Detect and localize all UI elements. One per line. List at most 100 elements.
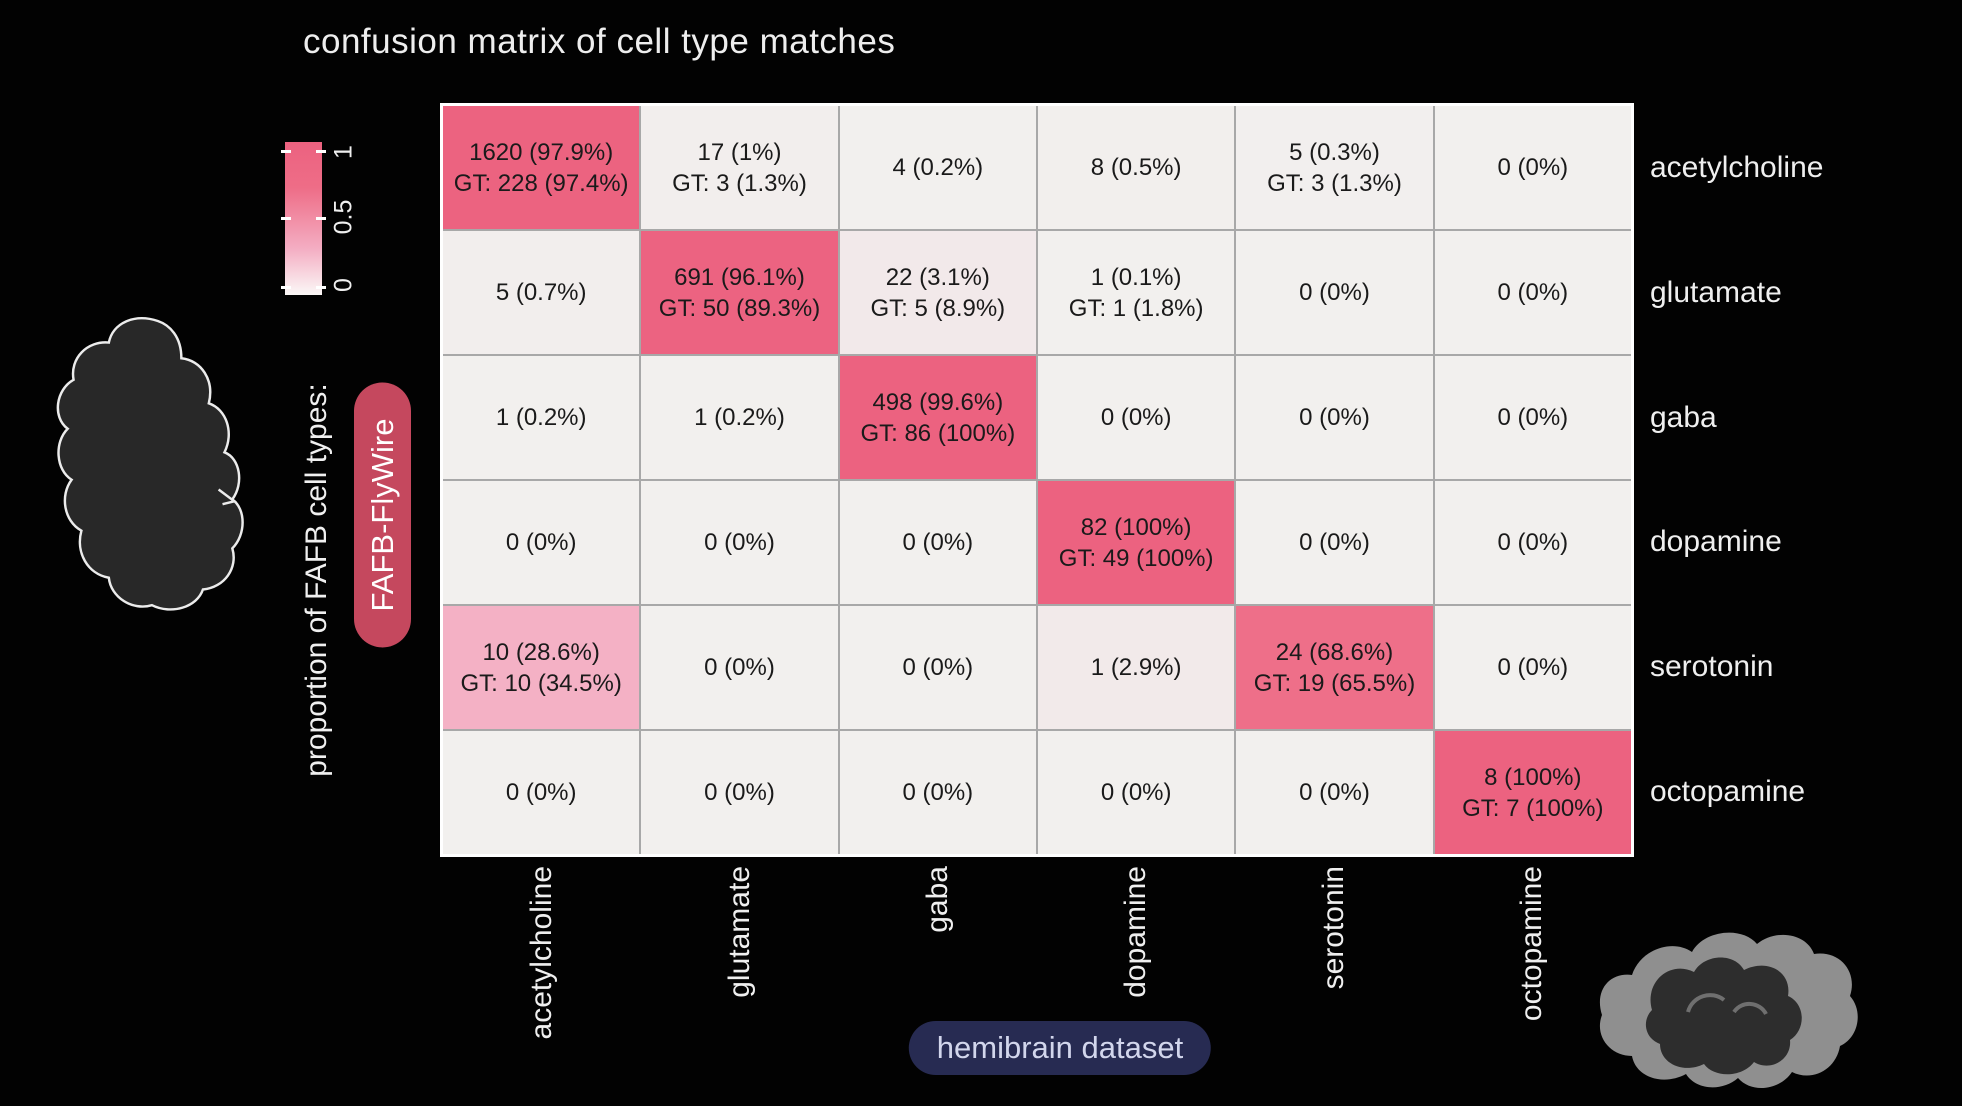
matrix-cell: 0 (0%) xyxy=(1434,606,1631,729)
matrix-cell: 0 (0%) xyxy=(839,606,1036,729)
cell-gt-count: GT: 3 (1.3%) xyxy=(672,169,807,197)
col-label-glutamate: glutamate xyxy=(723,866,756,998)
cell-count: 0 (0%) xyxy=(1100,779,1172,806)
cell-gt-count: GT: 50 (89.3%) xyxy=(658,294,821,322)
colorbar-tick-label-1: 1 xyxy=(329,145,358,159)
matrix-cell: 82 (100%) GT: 49 (100%) xyxy=(1037,481,1235,604)
row-label-dopamine: dopamine xyxy=(1650,525,1782,559)
cell-count: 0 (0%) xyxy=(1299,404,1370,431)
matrix-cell: 1620 (97.9%) GT: 228 (97.4%) xyxy=(443,106,640,229)
matrix-cell: 0 (0%) xyxy=(1236,356,1433,479)
chart-title: confusion matrix of cell type matches xyxy=(303,22,896,61)
y-axis-label: proportion of FAFB cell types: xyxy=(300,383,333,777)
matrix-cell: 0 (0%) xyxy=(641,481,838,604)
matrix-cell: 1 (0.2%) xyxy=(641,356,838,479)
matrix-cell: 0 (0%) xyxy=(443,481,640,604)
matrix-cell: 4 (0.2%) xyxy=(839,106,1036,229)
col-label-gaba: gaba xyxy=(921,866,954,933)
cell-count: 0 (0%) xyxy=(1497,279,1569,306)
cell-count: 0 (0%) xyxy=(1497,529,1569,556)
matrix-cell: 0 (0%) xyxy=(1037,356,1235,479)
matrix-cell: 5 (0.7%) xyxy=(443,231,640,354)
matrix-cell: 0 (0%) xyxy=(839,481,1036,604)
cell-count: 1 (0.2%) xyxy=(495,404,587,431)
cell-count: 0 (0%) xyxy=(505,529,577,556)
cell-count: 22 (3.1%) xyxy=(885,263,990,291)
cell-count: 0 (0%) xyxy=(1299,529,1370,556)
cell-gt-count: GT: 228 (97.4%) xyxy=(453,169,629,197)
matrix-cell: 0 (0%) xyxy=(641,731,838,854)
cell-count: 82 (100%) xyxy=(1080,513,1192,541)
fafb-brain-silhouette-icon xyxy=(56,317,244,611)
colorbar-tick xyxy=(281,150,291,153)
colorbar-tick xyxy=(281,286,291,289)
row-label-gaba: gaba xyxy=(1650,400,1717,434)
colorbar-tick xyxy=(316,217,326,220)
row-label-serotonin: serotonin xyxy=(1650,649,1774,683)
cell-count: 5 (0.7%) xyxy=(495,279,587,306)
matrix-cell: 0 (0%) xyxy=(1434,481,1631,604)
cell-count: 1620 (97.9%) xyxy=(469,138,614,166)
matrix-cell: 8 (100%) GT: 7 (100%) xyxy=(1434,731,1631,854)
cell-gt-count: GT: 3 (1.3%) xyxy=(1267,169,1402,197)
matrix-cell: 1 (0.2%) xyxy=(443,356,640,479)
cell-gt-count: GT: 86 (100%) xyxy=(860,419,1016,447)
matrix-cell: 0 (0%) xyxy=(1434,231,1631,354)
cell-count: 1 (0.2%) xyxy=(694,404,785,431)
cell-count: 0 (0%) xyxy=(1100,404,1172,431)
cell-count: 8 (100%) xyxy=(1484,763,1582,791)
matrix-cell: 0 (0%) xyxy=(1236,231,1433,354)
matrix-cell: 0 (0%) xyxy=(839,731,1036,854)
cell-count: 0 (0%) xyxy=(505,779,577,806)
matrix-cell: 0 (0%) xyxy=(641,606,838,729)
colorbar-tick xyxy=(316,150,326,153)
matrix-cell: 691 (96.1%) GT: 50 (89.3%) xyxy=(641,231,838,354)
colorbar-tick-label-05: 0.5 xyxy=(329,199,358,235)
cell-count: 0 (0%) xyxy=(902,654,974,681)
cell-count: 498 (99.6%) xyxy=(872,388,1004,416)
cell-count: 8 (0.5%) xyxy=(1090,154,1182,181)
cell-gt-count: GT: 5 (8.9%) xyxy=(870,294,1006,322)
matrix-cell: 0 (0%) xyxy=(1236,731,1433,854)
matrix-cell: 0 (0%) xyxy=(1037,731,1235,854)
cell-count: 24 (68.6%) xyxy=(1275,638,1394,666)
colorbar-tick xyxy=(281,217,291,220)
cell-count: 5 (0.3%) xyxy=(1289,138,1380,166)
matrix-cell: 17 (1%) GT: 3 (1.3%) xyxy=(641,106,838,229)
cell-count: 0 (0%) xyxy=(902,779,974,806)
matrix-cell: 0 (0%) xyxy=(443,731,640,854)
col-label-serotonin: serotonin xyxy=(1317,866,1350,990)
matrix-cell: 8 (0.5%) xyxy=(1037,106,1235,229)
cell-count: 0 (0%) xyxy=(704,654,775,681)
fafb-flywire-badge: FAFB-FlyWire xyxy=(354,382,411,648)
cell-gt-count: GT: 1 (1.8%) xyxy=(1068,294,1204,322)
colorbar-gradient xyxy=(281,142,326,295)
row-label-glutamate: glutamate xyxy=(1650,275,1782,309)
hemibrain-brain-icon xyxy=(1599,932,1858,1089)
cell-count: 0 (0%) xyxy=(704,529,775,556)
row-label-octopamine: octopamine xyxy=(1650,774,1806,808)
matrix-cell: 5 (0.3%) GT: 3 (1.3%) xyxy=(1236,106,1433,229)
matrix-cell: 0 (0%) xyxy=(1236,481,1433,604)
cell-count: 0 (0%) xyxy=(1299,279,1370,306)
cell-count: 0 (0%) xyxy=(1299,779,1370,806)
hemibrain-dataset-badge: hemibrain dataset xyxy=(908,1021,1212,1075)
colorbar-tick xyxy=(316,286,326,289)
matrix-cell: 0 (0%) xyxy=(1434,106,1631,229)
matrix-cell: 0 (0%) xyxy=(1434,356,1631,479)
cell-count: 0 (0%) xyxy=(902,529,974,556)
cell-gt-count: GT: 19 (65.5%) xyxy=(1253,669,1416,697)
matrix-cell: 1 (2.9%) xyxy=(1037,606,1235,729)
colorbar-tick-label-0: 0 xyxy=(329,278,358,292)
matrix-cell: 22 (3.1%) GT: 5 (8.9%) xyxy=(839,231,1036,354)
cell-count: 1 (0.1%) xyxy=(1090,263,1182,291)
cell-count: 0 (0%) xyxy=(1497,404,1569,431)
cell-count: 0 (0%) xyxy=(1497,154,1569,181)
cell-count: 691 (96.1%) xyxy=(674,263,805,291)
col-label-octopamine: octopamine xyxy=(1515,866,1548,1022)
matrix-cell: 1 (0.1%) GT: 1 (1.8%) xyxy=(1037,231,1235,354)
matrix-cell: 10 (28.6%) GT: 10 (34.5%) xyxy=(443,606,640,729)
cell-count: 0 (0%) xyxy=(1497,654,1569,681)
matrix-cell: 498 (99.6%) GT: 86 (100%) xyxy=(839,356,1036,479)
row-label-acetylcholine: acetylcholine xyxy=(1650,151,1824,185)
